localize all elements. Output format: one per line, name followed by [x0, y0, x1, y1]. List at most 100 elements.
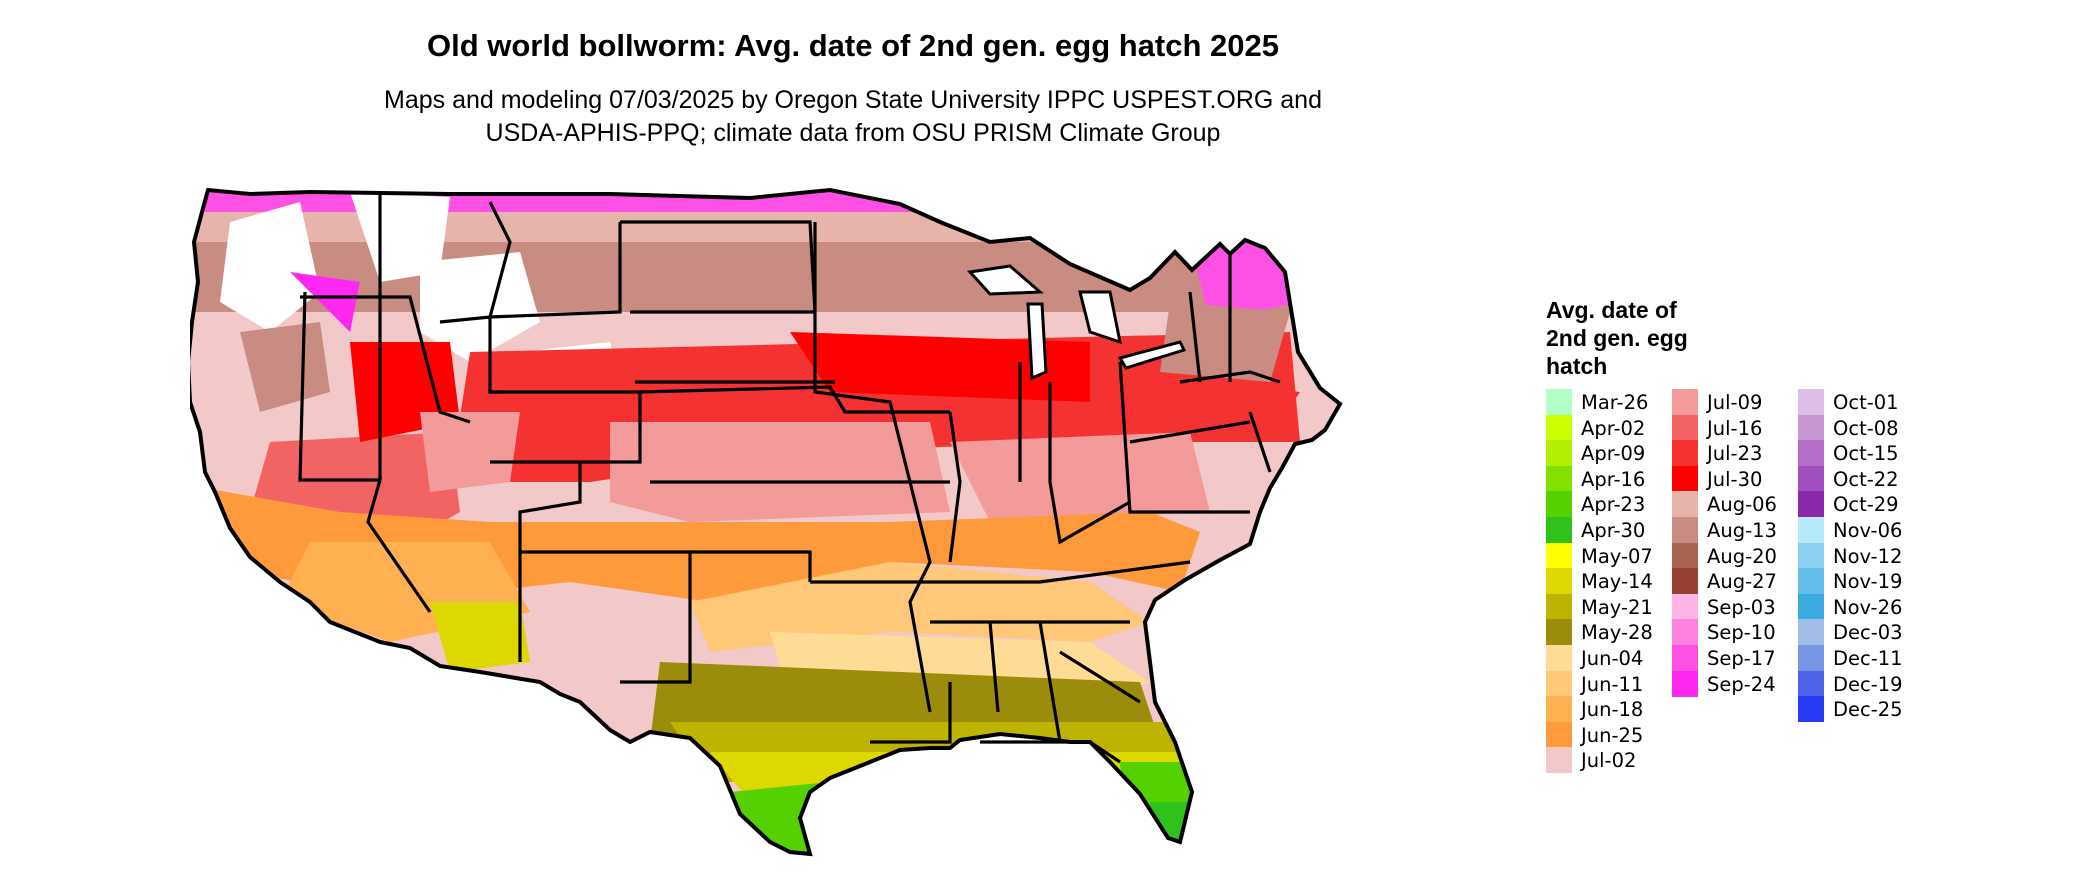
legend-swatch — [1546, 491, 1572, 518]
legend-swatch — [1546, 619, 1572, 646]
legend-label: Oct-29 — [1833, 493, 1899, 517]
legend-item: Dec-25 — [1798, 696, 1923, 723]
legend-swatch — [1546, 542, 1572, 569]
legend-swatch — [1798, 568, 1824, 595]
legend-item: Jun-18 — [1546, 696, 1671, 723]
lake-michigan — [1026, 302, 1048, 381]
legend-swatch — [1546, 465, 1572, 492]
legend-label: May-14 — [1581, 570, 1653, 594]
legend-item: Sep-03 — [1672, 593, 1797, 620]
legend-swatch — [1672, 491, 1698, 518]
legend-label: May-21 — [1581, 595, 1653, 619]
legend-swatch — [1672, 619, 1698, 646]
map-subtitle: Maps and modeling 07/03/2025 by Oregon S… — [0, 84, 1706, 150]
legend-swatch — [1546, 670, 1572, 697]
legend-label: Dec-11 — [1833, 647, 1903, 670]
legend-label: Apr-23 — [1581, 493, 1646, 517]
state-borders — [298, 192, 1281, 764]
legend-label: Apr-09 — [1581, 442, 1646, 466]
legend-label: Sep-10 — [1707, 621, 1776, 645]
legend-item: Jun-04 — [1546, 645, 1671, 671]
legend-label: Nov-19 — [1833, 570, 1903, 594]
legend-label: May-07 — [1581, 544, 1653, 568]
legend-title-line-1: Avg. date of — [1546, 297, 1677, 323]
legend-label: Jul-09 — [1707, 391, 1763, 414]
legend-label: Sep-03 — [1707, 595, 1776, 619]
legend-swatch — [1798, 389, 1824, 415]
legend-label: Jul-23 — [1707, 442, 1763, 466]
legend-label: Aug-27 — [1707, 570, 1777, 594]
legend-label: Oct-22 — [1833, 467, 1899, 491]
legend-label: Apr-16 — [1581, 467, 1646, 491]
legend-label: Jun-18 — [1581, 698, 1644, 722]
legend-item: Nov-06 — [1798, 517, 1923, 543]
legend-swatch — [1546, 696, 1572, 723]
legend-item: Apr-02 — [1546, 414, 1671, 441]
legend-swatch — [1546, 747, 1572, 774]
legend-label: Jun-11 — [1581, 672, 1644, 696]
legend-item: Apr-30 — [1546, 517, 1671, 543]
legend-swatch — [1672, 389, 1698, 415]
subtitle-line-1: Maps and modeling 07/03/2025 by Oregon S… — [384, 86, 1322, 114]
legend-swatch — [1798, 491, 1824, 518]
legend-item: Aug-20 — [1672, 542, 1797, 569]
legend-item: Jul-23 — [1672, 440, 1797, 467]
legend-swatch — [1798, 465, 1824, 492]
great-lakes — [967, 264, 1187, 381]
legend-swatch — [1798, 414, 1824, 441]
legend-item: Apr-23 — [1546, 491, 1671, 518]
legend-swatch — [1672, 593, 1698, 620]
legend-label: Nov-06 — [1833, 519, 1903, 542]
legend-label: Dec-03 — [1833, 621, 1903, 645]
legend-label: Nov-12 — [1833, 544, 1903, 568]
legend-label: Aug-20 — [1707, 544, 1777, 568]
map-title: Old world bollworm: Avg. date of 2nd gen… — [426, 28, 1279, 63]
legend-item: Jul-30 — [1672, 465, 1797, 492]
legend-item: Jul-09 — [1672, 389, 1797, 415]
legend-swatch — [1798, 542, 1824, 569]
legend-item: May-07 — [1546, 542, 1671, 569]
legend-swatch — [1672, 568, 1698, 595]
legend-label: Dec-25 — [1833, 698, 1903, 722]
legend-item: Oct-08 — [1798, 414, 1923, 441]
legend-swatch — [1798, 440, 1824, 467]
lake-huron — [1078, 290, 1122, 345]
legend-item: Oct-22 — [1798, 465, 1923, 492]
legend-label: Dec-19 — [1833, 672, 1903, 696]
legend-item: Aug-13 — [1672, 517, 1797, 543]
legend-item: Jul-16 — [1672, 414, 1797, 441]
legend-title: Avg. date of 2nd gen. egg hatch — [1546, 296, 1688, 380]
legend-swatch — [1546, 645, 1572, 671]
legend-title-line-2: 2nd gen. egg — [1546, 325, 1688, 351]
legend-label: Jul-16 — [1707, 416, 1763, 440]
legend-item: Sep-24 — [1672, 670, 1797, 697]
legend-swatch — [1798, 696, 1824, 723]
legend-label: Aug-06 — [1707, 493, 1777, 517]
legend-title-line-3: hatch — [1546, 353, 1608, 379]
legend-swatch — [1546, 517, 1572, 543]
legend-label: Jun-25 — [1581, 723, 1644, 747]
legend-swatch — [1672, 645, 1698, 671]
lake-erie — [1117, 340, 1187, 370]
legend-label: Apr-30 — [1581, 519, 1646, 542]
legend-item: May-14 — [1546, 568, 1671, 595]
us-map — [190, 188, 1342, 856]
legend-label: Jul-30 — [1707, 467, 1763, 491]
legend-label: May-28 — [1581, 621, 1653, 645]
legend-item: Apr-16 — [1546, 465, 1671, 492]
legend-swatch — [1798, 593, 1824, 620]
legend-swatch — [1672, 542, 1698, 569]
legend-item: Jul-02 — [1546, 747, 1671, 774]
legend-item: May-21 — [1546, 593, 1671, 620]
legend-label: Oct-08 — [1833, 416, 1899, 440]
legend-swatch — [1672, 440, 1698, 467]
legend-item: Mar-26 — [1546, 389, 1671, 415]
legend-item: Sep-10 — [1672, 619, 1797, 646]
legend-item: Jun-11 — [1546, 670, 1671, 697]
legend-item: May-28 — [1546, 619, 1671, 646]
legend-label: Sep-24 — [1707, 672, 1776, 696]
subtitle-line-2: USDA-APHIS-PPQ; climate data from OSU PR… — [485, 119, 1221, 147]
legend-swatch — [1672, 517, 1698, 543]
legend-swatch — [1798, 670, 1824, 697]
hatch-date-raster — [190, 190, 1340, 854]
